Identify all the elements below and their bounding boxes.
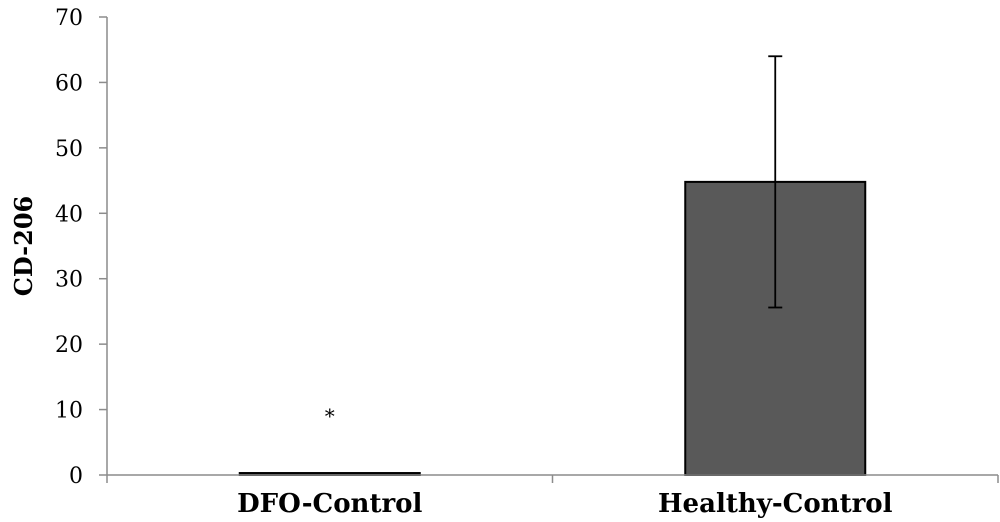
annotations: *	[325, 404, 335, 428]
error-bar	[768, 55, 783, 309]
y-tick-label: 40	[55, 202, 83, 227]
x-axis-ticks	[106, 475, 999, 483]
significance-marker: *	[325, 404, 335, 428]
y-tick-label: 70	[55, 6, 83, 31]
x-category-label: DFO-Control	[237, 489, 422, 519]
x-axis-category-labels: DFO-Control Healthy-Control	[237, 489, 893, 519]
y-tick-label: 10	[55, 399, 83, 424]
y-axis-title: CD-206	[9, 196, 38, 296]
y-tick-label: 60	[55, 71, 83, 96]
y-tick-label: 20	[55, 333, 83, 358]
x-category-label: Healthy-Control	[658, 489, 893, 519]
y-tick-label: 0	[69, 464, 83, 489]
bars	[238, 180, 867, 476]
error-bars	[768, 55, 783, 309]
y-axis-ticks: 0 10 20 30 40 50 60 70	[55, 6, 107, 489]
y-tick-label: 50	[55, 137, 83, 162]
y-tick-label: 30	[55, 268, 83, 293]
